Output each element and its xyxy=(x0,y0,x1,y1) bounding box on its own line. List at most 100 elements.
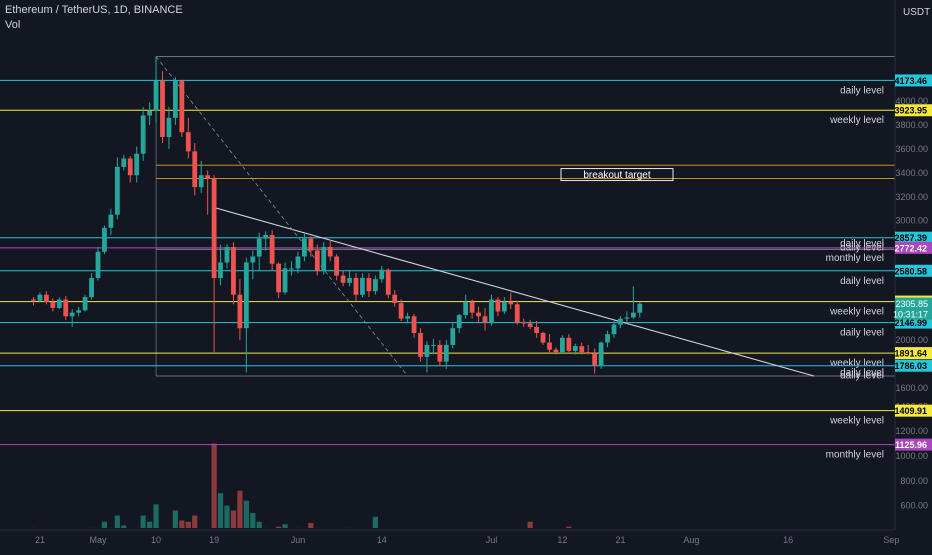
level-price-tag-text: 1125.96 xyxy=(895,440,927,450)
volume-bar xyxy=(121,525,126,528)
candle-body xyxy=(308,239,313,251)
candle-body xyxy=(225,247,230,263)
volume-bar xyxy=(115,516,120,528)
candle-body xyxy=(70,313,75,317)
candle-body xyxy=(379,270,384,280)
price-tick-label: 3800.00 xyxy=(895,120,928,130)
candle-body xyxy=(637,304,642,313)
candle-body xyxy=(405,316,410,318)
level-price-tag-text: 2580.58 xyxy=(894,266,927,276)
volume-indicator-label: Vol xyxy=(5,19,20,31)
time-tick-label: 19 xyxy=(209,535,219,545)
candle-body xyxy=(612,325,617,335)
time-tick-label: 21 xyxy=(35,535,45,545)
candle-body xyxy=(173,81,178,118)
volume-bar xyxy=(224,506,229,528)
candle-body xyxy=(31,300,36,301)
level-price-tag-text: 4173.46 xyxy=(894,76,927,86)
price-tick-label: 3200.00 xyxy=(895,192,928,202)
volume-bar xyxy=(147,522,152,528)
candle-body xyxy=(470,302,475,313)
candle-body xyxy=(244,262,249,328)
candle-body xyxy=(160,81,165,137)
price-tick-label: 2000.00 xyxy=(895,335,928,345)
candle-body xyxy=(496,300,501,312)
level-label-weekly: weekly level xyxy=(829,307,884,318)
volume-bar xyxy=(373,517,378,528)
candle-body xyxy=(605,334,610,342)
level-label-weekly: weekly level xyxy=(829,115,884,126)
candle-body xyxy=(489,300,494,323)
candle-body xyxy=(321,247,326,271)
candle-body xyxy=(566,338,571,351)
time-tick-label: 21 xyxy=(615,535,625,545)
volume-bar xyxy=(212,444,217,528)
volume-bar xyxy=(218,493,223,528)
candle-body xyxy=(541,333,546,343)
candle-body xyxy=(192,151,197,187)
candle-body xyxy=(457,315,462,328)
level-price-tag-text: 2857.39 xyxy=(894,233,927,243)
level-label-daily: daily level xyxy=(840,276,884,287)
candle-body xyxy=(483,316,488,322)
candle-body xyxy=(218,262,223,278)
candle-body xyxy=(96,252,101,278)
candle-body xyxy=(534,327,539,333)
candle-body xyxy=(476,313,481,317)
candle-body xyxy=(515,304,520,322)
candle-body xyxy=(347,278,352,283)
candle-body xyxy=(302,239,307,257)
level-price-tag-text: 2772.42 xyxy=(894,243,927,253)
candle-body xyxy=(109,215,114,228)
candle-body xyxy=(83,297,88,310)
time-tick-label: Jul xyxy=(486,535,498,545)
breakout-target-label: breakout target xyxy=(583,170,650,181)
fib-diagonal xyxy=(156,57,408,376)
candle-body xyxy=(592,353,597,365)
candle-body xyxy=(205,175,210,179)
candle-body xyxy=(147,111,152,116)
volume-bar xyxy=(186,522,191,528)
candle-body xyxy=(44,295,49,302)
volume-bar xyxy=(244,501,249,528)
price-tick-label: 600.00 xyxy=(900,501,928,511)
time-tick-label: 14 xyxy=(377,535,387,545)
descending-trendline xyxy=(214,208,814,376)
volume-bar xyxy=(308,523,313,528)
candle-body xyxy=(231,247,236,295)
candle-body xyxy=(554,350,559,352)
level-price-tag-text: 1409.91 xyxy=(894,406,927,416)
candle-body xyxy=(121,159,126,167)
level-price-tag-text: 1891.64 xyxy=(894,349,927,359)
time-tick-label: 10 xyxy=(151,535,161,545)
price-tick-label: 1000.00 xyxy=(895,451,928,461)
candle-body xyxy=(250,257,255,263)
candle-body xyxy=(270,235,275,264)
candle-body xyxy=(386,270,391,295)
candle-body xyxy=(102,228,107,252)
candle-body xyxy=(141,115,146,153)
candle-body xyxy=(328,247,333,257)
candle-body xyxy=(521,322,526,323)
volume-bar xyxy=(179,520,184,528)
candle-body xyxy=(631,313,636,318)
candle-body xyxy=(579,346,584,352)
volume-bar xyxy=(250,513,255,528)
currency-label: USDT xyxy=(903,7,930,18)
volume-bar xyxy=(192,516,197,528)
candle-body xyxy=(444,345,449,362)
level-label-monthly: monthly level xyxy=(826,253,884,264)
candle-body xyxy=(134,154,139,176)
price-tick-label: 800.00 xyxy=(900,476,928,486)
candle-body xyxy=(63,300,68,317)
level-price-tag-text: 1786.03 xyxy=(894,361,927,371)
candle-body xyxy=(50,302,55,308)
candle-body xyxy=(115,167,120,215)
candle-body xyxy=(373,279,378,291)
time-tick-label: 16 xyxy=(783,535,793,545)
volume-bar xyxy=(566,527,571,528)
level-label-monthly: monthly level xyxy=(826,450,884,461)
candle-body xyxy=(418,333,423,357)
